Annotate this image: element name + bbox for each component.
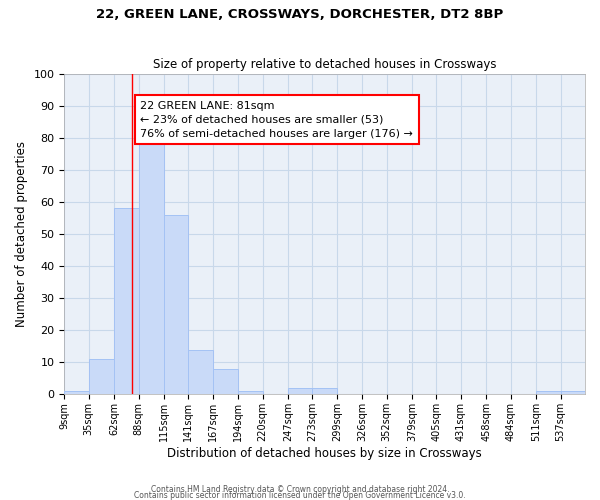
Bar: [164, 214, 188, 394]
Bar: [238, 391, 263, 394]
Bar: [64, 391, 89, 394]
Bar: [213, 369, 238, 394]
Text: 22, GREEN LANE, CROSSWAYS, DORCHESTER, DT2 8BP: 22, GREEN LANE, CROSSWAYS, DORCHESTER, D…: [97, 8, 503, 20]
Bar: [89, 359, 114, 394]
Title: Size of property relative to detached houses in Crossways: Size of property relative to detached ho…: [153, 58, 496, 71]
Bar: [188, 350, 213, 395]
Bar: [139, 138, 164, 394]
Bar: [114, 208, 139, 394]
Y-axis label: Number of detached properties: Number of detached properties: [15, 141, 28, 327]
Text: Contains HM Land Registry data © Crown copyright and database right 2024.: Contains HM Land Registry data © Crown c…: [151, 484, 449, 494]
Bar: [560, 391, 585, 394]
Bar: [313, 388, 337, 394]
Bar: [288, 388, 313, 394]
X-axis label: Distribution of detached houses by size in Crossways: Distribution of detached houses by size …: [167, 447, 482, 460]
Bar: [536, 391, 560, 394]
Text: 22 GREEN LANE: 81sqm
← 23% of detached houses are smaller (53)
76% of semi-detac: 22 GREEN LANE: 81sqm ← 23% of detached h…: [140, 101, 413, 139]
Text: Contains public sector information licensed under the Open Government Licence v3: Contains public sector information licen…: [134, 490, 466, 500]
